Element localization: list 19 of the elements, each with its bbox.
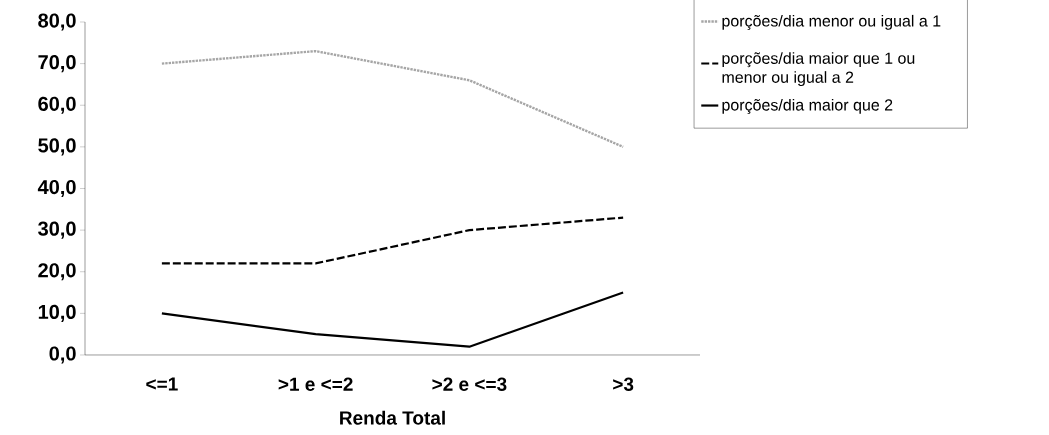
- y-tick-label: 30,0: [38, 221, 76, 239]
- x-tick-label: >3: [613, 377, 634, 391]
- y-tick-label: 80,0: [38, 13, 76, 31]
- y-tick-label: 40,0: [37, 179, 76, 198]
- y-tick-label: 50,0: [38, 138, 76, 156]
- y-tick-label: 70,0: [38, 55, 76, 73]
- line-series: [160, 291, 625, 348]
- line-series: [160, 49, 625, 149]
- legend-label: porções/dia maior que 1 ou menor ou igual a 2: [722, 52, 915, 87]
- legend-label: porções/dia maior que 2: [722, 98, 893, 114]
- y-tick-label: 20,0: [38, 263, 76, 281]
- x-tick-label: >2 e <=3: [432, 377, 507, 391]
- x-tick-label: <=1: [146, 377, 178, 391]
- y-tick-label: 60,0: [38, 96, 76, 114]
- y-tick-label: 10,0: [38, 304, 76, 322]
- x-tick-label: >1 e <=2: [278, 377, 353, 391]
- y-tick-label: 0,0: [49, 346, 76, 364]
- x-axis-title: Renda Total: [340, 410, 445, 425]
- legend-label: porções/dia menor ou igual a 1: [722, 14, 941, 30]
